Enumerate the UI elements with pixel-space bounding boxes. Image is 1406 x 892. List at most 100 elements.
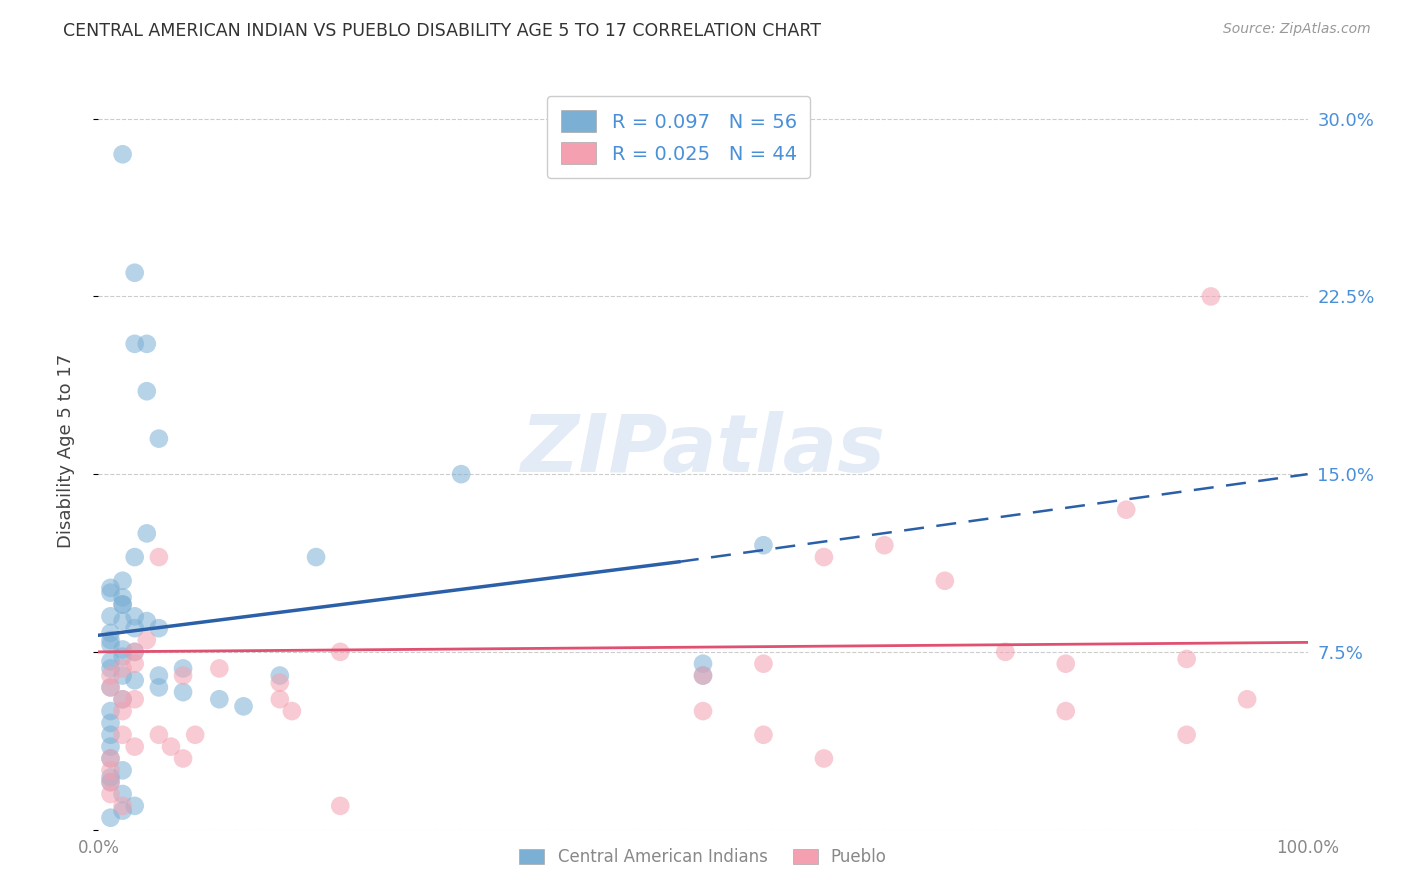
Legend: R = 0.097   N = 56, R = 0.025   N = 44: R = 0.097 N = 56, R = 0.025 N = 44 bbox=[547, 96, 810, 178]
Point bbox=[1236, 692, 1258, 706]
Point bbox=[135, 336, 157, 351]
Point bbox=[269, 692, 291, 706]
Point bbox=[111, 692, 134, 706]
Point bbox=[100, 638, 122, 652]
Point bbox=[124, 692, 146, 706]
Point bbox=[100, 739, 122, 754]
Point bbox=[111, 787, 134, 801]
Point bbox=[100, 764, 122, 778]
Point bbox=[111, 798, 134, 813]
Point bbox=[172, 668, 194, 682]
Point bbox=[111, 598, 134, 612]
Point bbox=[148, 432, 170, 446]
Point bbox=[111, 704, 134, 718]
Point bbox=[208, 692, 231, 706]
Y-axis label: Disability Age 5 to 17: Disability Age 5 to 17 bbox=[56, 353, 75, 548]
Point bbox=[752, 728, 775, 742]
Point bbox=[111, 764, 134, 778]
Point bbox=[111, 591, 134, 605]
Point bbox=[172, 751, 194, 765]
Point bbox=[100, 668, 122, 682]
Point bbox=[994, 645, 1017, 659]
Point bbox=[1115, 502, 1137, 516]
Point bbox=[100, 681, 122, 695]
Point bbox=[269, 675, 291, 690]
Point bbox=[111, 804, 134, 818]
Point bbox=[329, 645, 352, 659]
Point bbox=[124, 645, 146, 659]
Point bbox=[692, 657, 714, 671]
Point bbox=[305, 550, 328, 565]
Point bbox=[172, 685, 194, 699]
Point bbox=[100, 626, 122, 640]
Point bbox=[160, 739, 183, 754]
Point bbox=[1175, 728, 1198, 742]
Point bbox=[111, 598, 134, 612]
Point bbox=[450, 467, 472, 482]
Point bbox=[692, 668, 714, 682]
Point bbox=[124, 336, 146, 351]
Point bbox=[111, 642, 134, 657]
Point bbox=[111, 614, 134, 628]
Point bbox=[269, 668, 291, 682]
Point bbox=[111, 147, 134, 161]
Point bbox=[100, 715, 122, 730]
Point bbox=[100, 751, 122, 765]
Point bbox=[124, 645, 146, 659]
Point bbox=[148, 550, 170, 565]
Point bbox=[148, 621, 170, 635]
Point bbox=[148, 668, 170, 682]
Point bbox=[124, 550, 146, 565]
Point bbox=[100, 609, 122, 624]
Point bbox=[135, 633, 157, 648]
Point bbox=[135, 614, 157, 628]
Legend: Central American Indians, Pueblo: Central American Indians, Pueblo bbox=[510, 840, 896, 875]
Point bbox=[124, 621, 146, 635]
Point bbox=[100, 775, 122, 789]
Point bbox=[111, 649, 134, 664]
Point bbox=[100, 704, 122, 718]
Point bbox=[100, 751, 122, 765]
Point bbox=[813, 751, 835, 765]
Point bbox=[111, 574, 134, 588]
Point bbox=[329, 798, 352, 813]
Point bbox=[1175, 652, 1198, 666]
Point bbox=[135, 384, 157, 399]
Point bbox=[100, 681, 122, 695]
Point bbox=[124, 657, 146, 671]
Point bbox=[111, 692, 134, 706]
Point bbox=[752, 538, 775, 552]
Point bbox=[111, 661, 134, 675]
Point bbox=[100, 654, 122, 668]
Point bbox=[752, 657, 775, 671]
Point bbox=[124, 266, 146, 280]
Point bbox=[873, 538, 896, 552]
Point bbox=[1199, 289, 1222, 303]
Point bbox=[100, 585, 122, 599]
Point bbox=[100, 811, 122, 825]
Point bbox=[232, 699, 254, 714]
Point bbox=[184, 728, 207, 742]
Point bbox=[100, 728, 122, 742]
Point bbox=[281, 704, 304, 718]
Point bbox=[172, 661, 194, 675]
Point bbox=[100, 633, 122, 648]
Point bbox=[124, 798, 146, 813]
Point bbox=[111, 728, 134, 742]
Point bbox=[100, 775, 122, 789]
Point bbox=[1054, 657, 1077, 671]
Point bbox=[100, 661, 122, 675]
Point bbox=[124, 673, 146, 688]
Point bbox=[124, 739, 146, 754]
Point bbox=[692, 668, 714, 682]
Point bbox=[100, 581, 122, 595]
Point bbox=[813, 550, 835, 565]
Point bbox=[692, 704, 714, 718]
Point bbox=[100, 771, 122, 785]
Point bbox=[148, 728, 170, 742]
Point bbox=[135, 526, 157, 541]
Point bbox=[124, 609, 146, 624]
Point bbox=[208, 661, 231, 675]
Point bbox=[148, 681, 170, 695]
Text: ZIPatlas: ZIPatlas bbox=[520, 411, 886, 490]
